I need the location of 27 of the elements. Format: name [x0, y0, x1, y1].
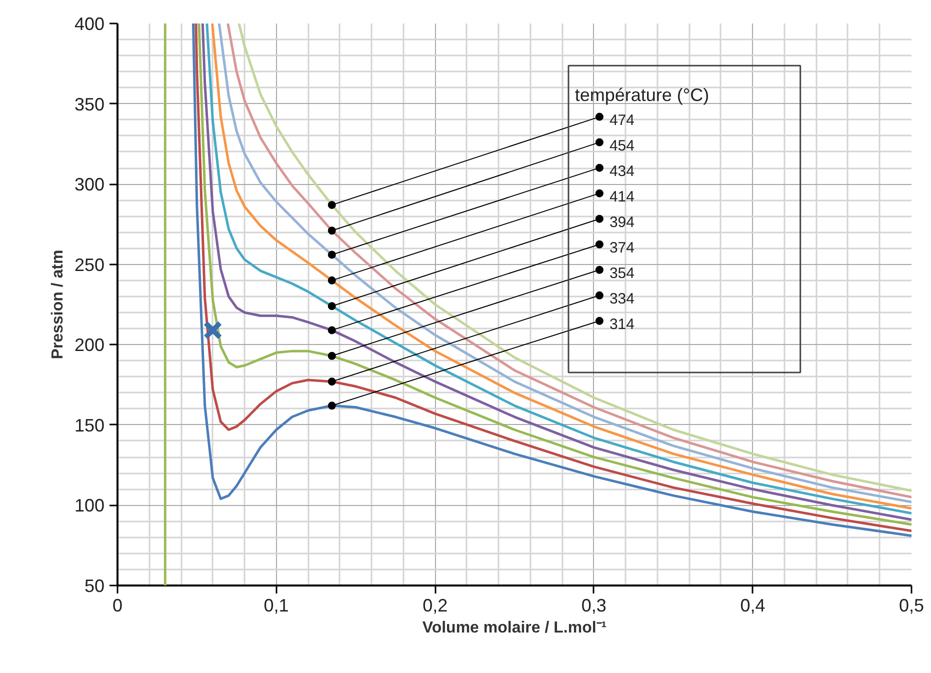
legend-label: 434: [609, 162, 634, 180]
x-tick-label: 0,4: [740, 596, 766, 616]
x-tick-label: 0,2: [422, 596, 448, 616]
y-tick-label: 250: [74, 254, 105, 275]
x-tick-label: 0,1: [264, 596, 289, 616]
x-tick-label: 0,5: [898, 596, 924, 616]
y-axis-title: Pression / atm: [49, 250, 66, 360]
y-tick-label: 350: [74, 94, 105, 114]
y-tick-label: 300: [74, 174, 105, 195]
legend-label: 314: [609, 316, 634, 333]
y-tick-label: 50: [84, 576, 105, 596]
x-axis-title: Volume molaire / L.mol⁻¹: [422, 620, 607, 636]
legend-label: 454: [609, 137, 634, 154]
x-tick-label: 0,3: [581, 596, 606, 616]
legend-title: température (°C): [574, 84, 710, 105]
legend-label: 414: [609, 188, 634, 206]
legend-label: 394: [609, 214, 634, 231]
y-tick-label: 100: [74, 496, 105, 516]
y-tick-label: 200: [74, 335, 105, 356]
legend-label: 334: [609, 290, 634, 308]
legend-label: 474: [609, 112, 634, 129]
point: [203, 320, 222, 340]
legend-label: 354: [609, 264, 634, 282]
y-tick-label: 150: [74, 415, 105, 436]
y-tick-label: 400: [74, 14, 105, 34]
legend-label: 374: [609, 239, 634, 256]
x-tick-label: 0: [112, 596, 123, 616]
